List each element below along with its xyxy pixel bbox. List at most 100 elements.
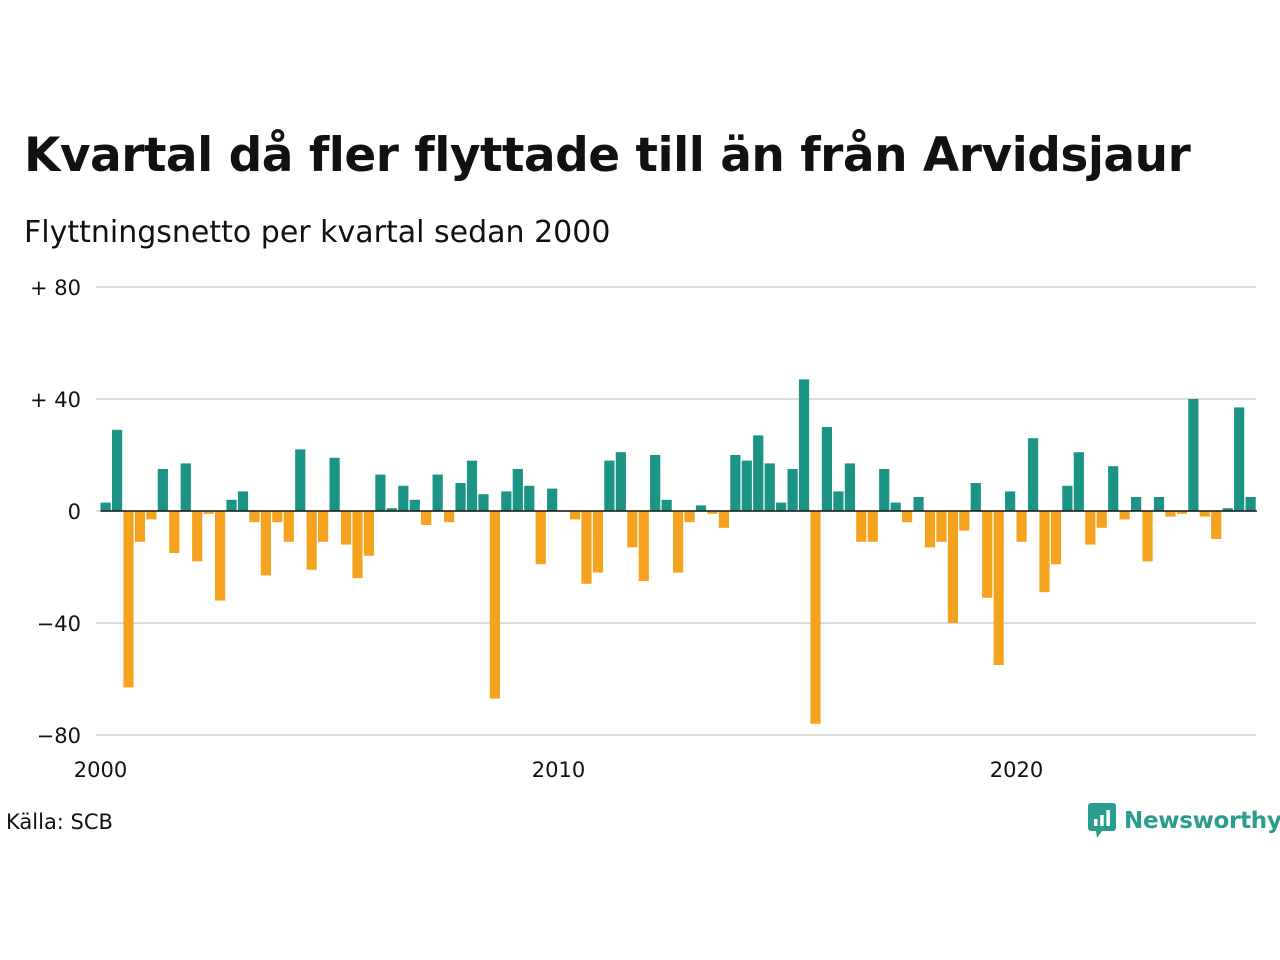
bar-positive: [1005, 491, 1016, 511]
newsworthy-logo[interactable]: Newsworthy: [1088, 803, 1280, 839]
bar-negative: [673, 511, 684, 573]
bar-positive: [226, 499, 237, 511]
bar-negative: [867, 511, 878, 542]
bar-positive: [180, 463, 191, 511]
bar-negative: [146, 511, 157, 520]
bar-negative: [684, 511, 695, 523]
bar-positive: [798, 379, 810, 511]
bar-positive: [604, 460, 615, 511]
bar-negative: [535, 511, 546, 565]
y-axis-tick-labels: + 80 + 40 0 −40 −80: [30, 276, 81, 748]
bar-negative: [1165, 511, 1176, 517]
bar-positive: [913, 497, 924, 511]
bar-negative: [489, 511, 500, 699]
bar-positive: [890, 502, 901, 511]
bar-negative: [123, 511, 134, 688]
bar-positive: [695, 505, 707, 511]
bars: [100, 379, 1257, 724]
bar-positive: [157, 469, 168, 511]
bar-positive: [1108, 466, 1119, 511]
bar-negative: [1096, 511, 1107, 528]
bar-negative: [1199, 511, 1210, 517]
bar-positive: [547, 488, 558, 511]
bar-negative: [856, 511, 867, 542]
bar-negative: [569, 511, 581, 520]
bar-negative: [707, 511, 718, 514]
bar-negative: [959, 511, 970, 531]
bar-positive: [650, 455, 661, 511]
x-tick-label: 2000: [74, 758, 127, 782]
y-tick-label: 0: [68, 500, 81, 524]
bar-positive: [1062, 485, 1073, 511]
bar-positive: [295, 449, 306, 511]
bar-positive: [661, 499, 672, 511]
bar-negative: [1050, 511, 1062, 565]
bar-positive: [821, 427, 833, 511]
bar-positive: [1245, 497, 1256, 511]
y-tick-label: −80: [37, 724, 81, 748]
bar-positive: [524, 485, 535, 511]
bar-positive: [512, 469, 523, 511]
bar-negative: [718, 511, 729, 528]
bar-positive: [100, 502, 111, 511]
bar-negative: [134, 511, 146, 542]
bar-negative: [947, 511, 958, 623]
bar-positive: [741, 460, 752, 511]
y-tick-label: + 80: [30, 276, 81, 300]
bar-negative: [1085, 511, 1096, 545]
bar-negative: [627, 511, 638, 548]
bar-positive: [375, 474, 386, 511]
bar-negative: [1016, 511, 1027, 542]
newsworthy-logo-text: Newsworthy: [1124, 808, 1280, 834]
bar-negative: [203, 511, 214, 514]
bar-positive: [1131, 497, 1142, 511]
y-tick-label: + 40: [30, 388, 81, 412]
bar-negative: [192, 511, 203, 562]
bar-negative: [902, 511, 913, 523]
bar-positive: [615, 452, 626, 511]
bar-positive: [1153, 497, 1165, 511]
bar-positive: [1027, 438, 1039, 511]
bar-negative: [1211, 511, 1222, 539]
bar-negative: [444, 511, 455, 523]
bar-negative: [1039, 511, 1050, 593]
bar-negative: [936, 511, 947, 542]
bar-negative: [982, 511, 993, 598]
bar-positive: [753, 435, 764, 511]
bar-positive: [1188, 399, 1199, 511]
y-tick-label: −40: [37, 612, 81, 636]
bar-negative: [638, 511, 649, 581]
bar-positive: [764, 463, 775, 511]
bar-negative: [581, 511, 592, 584]
bar-positive: [1222, 508, 1233, 511]
bar-negative: [306, 511, 317, 570]
bar-negative: [272, 511, 283, 523]
bar-negative: [318, 511, 329, 542]
bar-positive: [1073, 452, 1084, 511]
bar-negative: [352, 511, 363, 579]
bar-positive: [466, 460, 478, 511]
bar-negative: [1142, 511, 1153, 562]
bar-positive: [879, 469, 890, 511]
bar-negative: [810, 511, 821, 724]
bar-positive: [432, 474, 443, 511]
bar-negative: [340, 511, 352, 545]
bar-negative: [215, 511, 226, 601]
x-tick-label: 2010: [532, 758, 585, 782]
bar-positive: [787, 469, 798, 511]
bar-negative: [169, 511, 180, 553]
bar-positive: [833, 491, 844, 511]
newsworthy-logo-icon: [1088, 803, 1116, 838]
bar-negative: [592, 511, 604, 573]
bar-positive: [1234, 407, 1245, 511]
bar-negative: [924, 511, 936, 548]
bar-positive: [844, 463, 855, 511]
bar-negative: [260, 511, 271, 576]
bar-negative: [993, 511, 1004, 665]
bar-positive: [501, 491, 512, 511]
bar-positive: [730, 455, 741, 511]
bar-negative: [1119, 511, 1130, 520]
bar-negative: [249, 511, 260, 523]
bar-positive: [970, 483, 981, 511]
